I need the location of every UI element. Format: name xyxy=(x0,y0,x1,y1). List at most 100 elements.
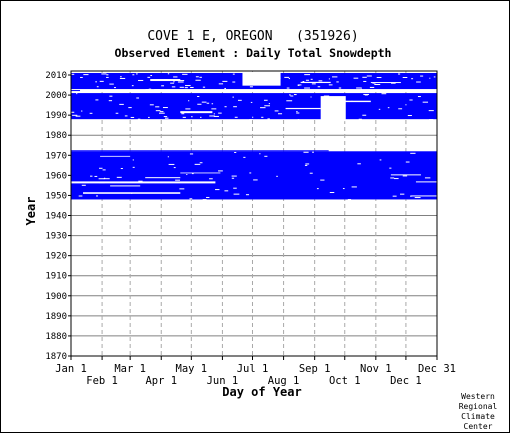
missing-day xyxy=(145,89,150,91)
missing-day xyxy=(232,73,235,75)
missing-day xyxy=(351,100,353,102)
missing-day xyxy=(189,198,193,200)
data-gap xyxy=(300,81,331,84)
missing-day xyxy=(429,119,434,121)
missing-day xyxy=(222,80,228,82)
missing-day xyxy=(243,156,246,158)
y-tick-label: 1920 xyxy=(45,252,67,262)
missing-day xyxy=(209,178,213,180)
missing-day xyxy=(362,76,367,78)
missing-day xyxy=(360,88,362,90)
missing-day xyxy=(245,73,252,75)
missing-day xyxy=(184,87,188,89)
missing-day xyxy=(71,73,75,75)
missing-day xyxy=(81,110,83,112)
missing-day xyxy=(109,95,113,97)
missing-day xyxy=(89,112,93,114)
x-tick-label: Jan 1 xyxy=(55,363,87,375)
missing-day xyxy=(341,113,345,115)
missing-day xyxy=(179,188,185,190)
missing-day xyxy=(218,83,224,85)
missing-day xyxy=(398,73,401,75)
missing-day xyxy=(391,82,396,84)
missing-day xyxy=(392,195,397,197)
missing-day xyxy=(80,76,83,78)
missing-day xyxy=(378,108,381,110)
missing-day xyxy=(167,156,169,158)
missing-day xyxy=(318,80,323,82)
missing-day xyxy=(119,103,124,105)
missing-day xyxy=(389,167,392,169)
missing-day xyxy=(182,73,188,75)
missing-day xyxy=(402,76,408,78)
credit-line-1: Western xyxy=(461,392,495,401)
missing-day xyxy=(102,169,106,171)
missing-day xyxy=(245,194,250,196)
y-axis-ticks: 2010 2000 1990 1980 1970 1960 1950 1940 1930 1920… xyxy=(45,71,71,362)
missing-day xyxy=(148,116,150,118)
y-tick-label: 1950 xyxy=(45,191,67,201)
x-tick-label: Nov 1 xyxy=(360,363,392,375)
missing-day xyxy=(290,95,294,97)
missing-day xyxy=(420,75,424,77)
missing-day xyxy=(304,87,310,89)
data-gap xyxy=(370,82,401,84)
missing-day xyxy=(304,74,311,76)
missing-day xyxy=(323,95,330,97)
missing-day xyxy=(276,175,278,177)
missing-day xyxy=(182,116,186,118)
data-gap xyxy=(390,174,421,176)
missing-day xyxy=(148,88,152,90)
missing-day xyxy=(99,182,105,184)
credit-line-3: Climate xyxy=(461,412,495,421)
x-tick-label: Mar 1 xyxy=(114,363,146,375)
plot-area xyxy=(70,70,438,357)
missing-day xyxy=(218,170,223,172)
missing-day xyxy=(429,77,431,79)
missing-day xyxy=(124,115,128,117)
plot-border xyxy=(70,70,438,357)
data-gap xyxy=(330,100,371,103)
missing-day xyxy=(173,167,176,169)
missing-day xyxy=(296,111,298,113)
missing-day xyxy=(189,153,194,155)
missing-day xyxy=(232,96,234,98)
missing-day xyxy=(317,86,321,88)
missing-day xyxy=(362,114,367,116)
missing-day xyxy=(132,159,134,161)
missing-day xyxy=(305,79,310,81)
missing-day xyxy=(213,115,219,117)
missing-day xyxy=(363,93,369,95)
missing-day xyxy=(155,110,161,112)
x-tick-label: Oct 1 xyxy=(329,375,361,387)
missing-day xyxy=(411,78,414,80)
missing-day xyxy=(357,163,361,165)
missing-day xyxy=(297,119,300,121)
missing-day xyxy=(131,192,133,194)
missing-day xyxy=(179,86,184,88)
missing-day xyxy=(132,74,135,76)
missing-day xyxy=(115,112,119,114)
missing-day xyxy=(265,74,268,76)
y-tick-label: 1930 xyxy=(45,232,67,242)
missing-day xyxy=(390,177,395,179)
missing-day xyxy=(296,112,300,114)
missing-day xyxy=(428,110,434,112)
missing-day xyxy=(249,86,253,88)
missing-day xyxy=(106,74,109,76)
missing-day xyxy=(332,76,338,78)
missing-day xyxy=(250,101,253,103)
missing-day xyxy=(393,178,399,180)
missing-day xyxy=(310,78,313,80)
missing-day xyxy=(264,155,268,157)
x-tick-label: Dec 31 xyxy=(418,363,456,375)
missing-day xyxy=(329,101,331,103)
missing-day xyxy=(410,195,413,197)
data-band xyxy=(71,151,437,200)
missing-day xyxy=(108,100,113,102)
missing-day xyxy=(109,83,114,85)
missing-day xyxy=(200,116,202,118)
missing-day xyxy=(358,118,362,120)
